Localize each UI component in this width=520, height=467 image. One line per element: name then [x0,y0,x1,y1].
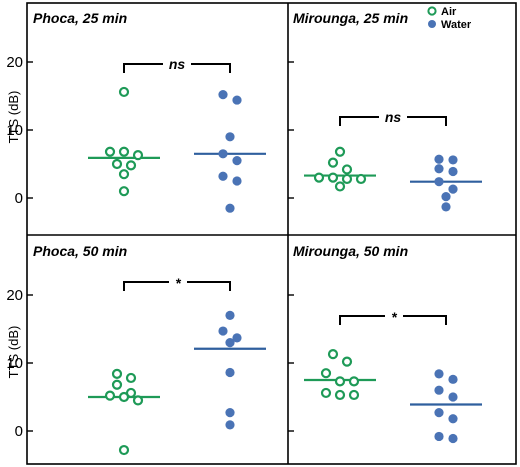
water-data-point [434,154,444,164]
air-data-point [104,390,116,401]
air-data-point [118,169,130,180]
air-data-point [327,157,339,168]
legend-water-label: Water [441,19,472,31]
panel-title: Mirounga, 50 min [293,243,408,259]
water-data-point [434,369,444,379]
significance-gap [163,61,191,67]
air-data-point [320,368,332,379]
significance-gap [379,114,407,120]
air-data-point [111,158,123,170]
water-data-point [448,374,458,384]
air-data-point [132,150,144,161]
panel-mirounga-25: Mirounga, 25 min [293,10,408,26]
y-axis-label-top: TTS (dB) [6,91,21,144]
panel-title: Phoca, 25 min [33,10,127,26]
air-data-point [132,395,144,406]
panel-title: Mirounga, 25 min [293,10,408,26]
air-data-point [125,372,137,384]
water-data-point [218,326,228,336]
legend-air-marker [427,6,437,16]
air-data-point [348,389,360,401]
air-data-point [334,376,346,387]
panel-title: Phoca, 50 min [33,243,127,259]
air-data-point [334,389,346,401]
air-data-point [118,146,130,157]
air-data-point [348,376,360,387]
air-data-point [125,160,137,171]
water-data-point [232,156,242,166]
air-data-point [327,172,339,183]
air-data-point [118,391,130,403]
legend-air-label: Air [441,6,457,18]
y-axis-label-bottom: TTS (dB) [6,326,21,379]
water-data-point [441,202,451,212]
air-data-point [313,172,325,183]
water-data-point [434,385,444,395]
air-data-point [111,368,123,379]
y-tick-label: 10 [6,122,23,139]
water-data-point [448,433,458,444]
significance-label: * [175,275,181,291]
air-data-point [334,146,346,157]
water-data-point [448,392,458,402]
air-data-point [111,379,123,390]
significance-label: ns [169,56,186,72]
water-data-point [225,420,235,430]
y-tick-label: 20 [6,54,23,71]
legend: Air Water [427,6,472,31]
water-data-point [218,90,228,100]
air-data-point [118,86,130,98]
water-data-point [434,177,444,187]
y-tick-label: 0 [15,423,23,440]
legend-water-marker [428,20,436,28]
frame [26,2,517,465]
water-data-point [448,166,458,177]
water-data-point [225,203,235,213]
y-tick-label: 0 [15,190,23,207]
water-data-point [225,408,235,418]
significance-label: * [391,309,397,325]
y-tick-label: 10 [6,355,23,372]
air-data-point [118,444,130,456]
water-data-point [441,192,451,202]
air-data-point [320,387,332,399]
y-tick-label: 20 [6,287,23,304]
water-data-point [232,333,242,343]
water-data-point [434,164,444,174]
water-data-point [225,338,235,348]
water-data-point [448,414,458,424]
air-data-point [104,146,116,157]
water-data-point [434,431,444,442]
air-data-point [334,181,346,192]
panel-phoca-25: Phoca, 25 min [33,10,127,26]
chart-marks: 0 10 20 ns ns 0 10 20 * * [6,54,482,456]
air-data-point [327,349,339,360]
water-data-point [434,408,444,418]
air-data-point [118,186,130,197]
water-data-point [225,367,235,378]
panel-mirounga-50: Mirounga, 50 min [293,243,408,259]
water-data-point [448,155,458,165]
significance-gap [385,313,403,319]
air-data-point [355,173,367,185]
significance-gap [169,279,187,285]
water-data-point [232,176,242,186]
water-data-point [218,171,228,181]
panel-phoca-50: Phoca, 50 min [33,243,127,259]
water-data-point [448,184,458,194]
water-data-point [225,132,235,142]
air-data-point [341,356,353,367]
water-data-point [232,95,242,105]
water-data-point [218,149,228,159]
air-data-point [341,164,353,175]
water-data-point [225,310,235,320]
significance-label: ns [385,109,402,125]
air-data-point [341,173,353,185]
